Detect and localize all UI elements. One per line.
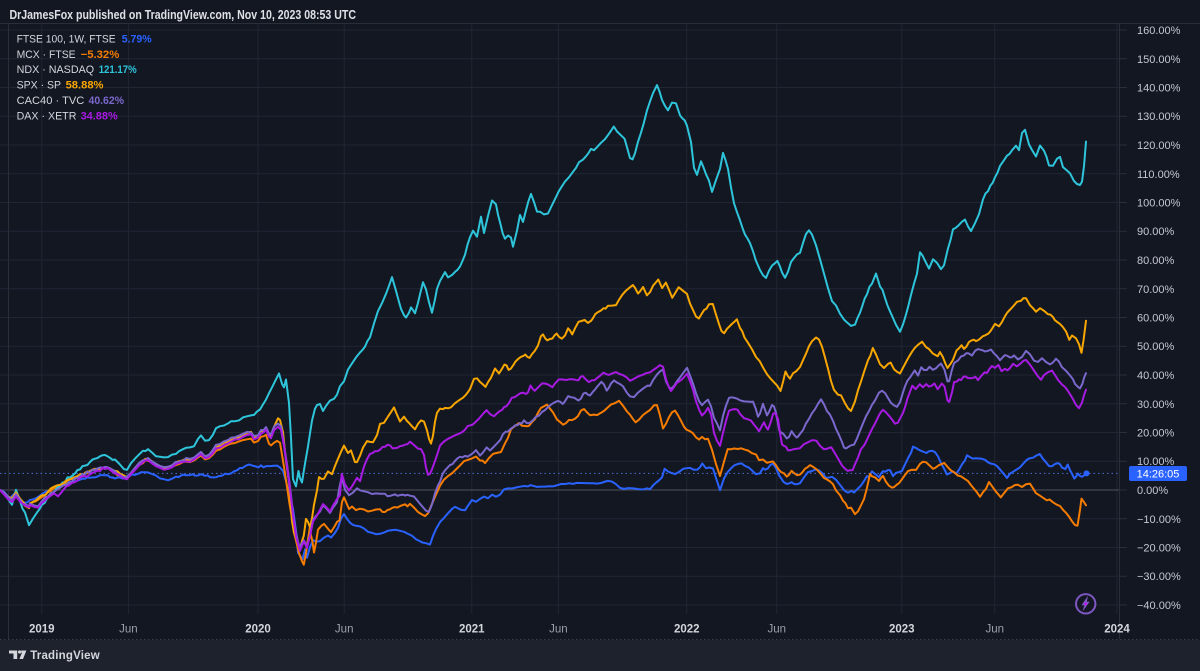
svg-text:−10.00%: −10.00% <box>1137 514 1181 526</box>
svg-text:50.00%: 50.00% <box>1137 341 1175 353</box>
svg-text:−40.00%: −40.00% <box>1137 600 1181 612</box>
svg-text:10.00%: 10.00% <box>1137 456 1175 468</box>
svg-text:120.00%: 120.00% <box>1137 140 1181 152</box>
svg-text:5.79%: 5.79% <box>122 33 152 45</box>
svg-text:70.00%: 70.00% <box>1137 284 1175 296</box>
svg-text:30.00%: 30.00% <box>1137 399 1175 411</box>
svg-text:Jun: Jun <box>768 624 787 636</box>
svg-text:34.88%: 34.88% <box>81 110 118 122</box>
svg-text:150.00%: 150.00% <box>1137 54 1181 66</box>
svg-text:DAX · XETR: DAX · XETR <box>17 110 77 122</box>
svg-text:2021: 2021 <box>459 624 485 636</box>
svg-text:110.00%: 110.00% <box>1137 169 1180 181</box>
svg-text:2024: 2024 <box>1104 624 1130 636</box>
svg-text:−20.00%: −20.00% <box>1137 543 1181 555</box>
svg-text:Jun: Jun <box>119 624 138 636</box>
svg-text:80.00%: 80.00% <box>1137 255 1175 267</box>
svg-text:14:26:05: 14:26:05 <box>1137 469 1180 481</box>
svg-text:MCX · FTSE: MCX · FTSE <box>17 49 76 61</box>
svg-text:FTSE 100, 1W, FTSE: FTSE 100, 1W, FTSE <box>17 33 116 45</box>
svg-text:2020: 2020 <box>245 624 271 636</box>
svg-text:130.00%: 130.00% <box>1137 111 1181 123</box>
svg-text:60.00%: 60.00% <box>1137 313 1175 325</box>
svg-text:−5.32%: −5.32% <box>81 49 120 61</box>
svg-text:CAC40 · TVC: CAC40 · TVC <box>17 95 85 107</box>
svg-text:100.00%: 100.00% <box>1137 198 1181 210</box>
svg-text:0.00%: 0.00% <box>1137 485 1168 497</box>
svg-text:DrJamesFox published on Tradin: DrJamesFox published on TradingView.com,… <box>10 8 357 22</box>
svg-text:20.00%: 20.00% <box>1137 428 1175 440</box>
svg-text:160.00%: 160.00% <box>1137 25 1181 37</box>
svg-text:40.00%: 40.00% <box>1137 370 1175 382</box>
svg-text:90.00%: 90.00% <box>1137 226 1175 238</box>
svg-text:2019: 2019 <box>29 624 55 636</box>
svg-text:−30.00%: −30.00% <box>1137 571 1181 583</box>
svg-text:121.17%: 121.17% <box>99 64 137 76</box>
svg-text:Jun: Jun <box>986 624 1005 636</box>
svg-text:SPX · SP: SPX · SP <box>17 80 62 92</box>
svg-text:2023: 2023 <box>889 624 915 636</box>
svg-text:Jun: Jun <box>335 624 354 636</box>
svg-text:2022: 2022 <box>674 624 700 636</box>
svg-text:140.00%: 140.00% <box>1137 83 1181 95</box>
svg-text:NDX · NASDAQ: NDX · NASDAQ <box>17 64 95 76</box>
svg-text:58.88%: 58.88% <box>66 80 104 92</box>
svg-text:TradingView: TradingView <box>30 650 100 662</box>
svg-text:40.62%: 40.62% <box>89 95 125 107</box>
svg-text:Jun: Jun <box>549 624 568 636</box>
